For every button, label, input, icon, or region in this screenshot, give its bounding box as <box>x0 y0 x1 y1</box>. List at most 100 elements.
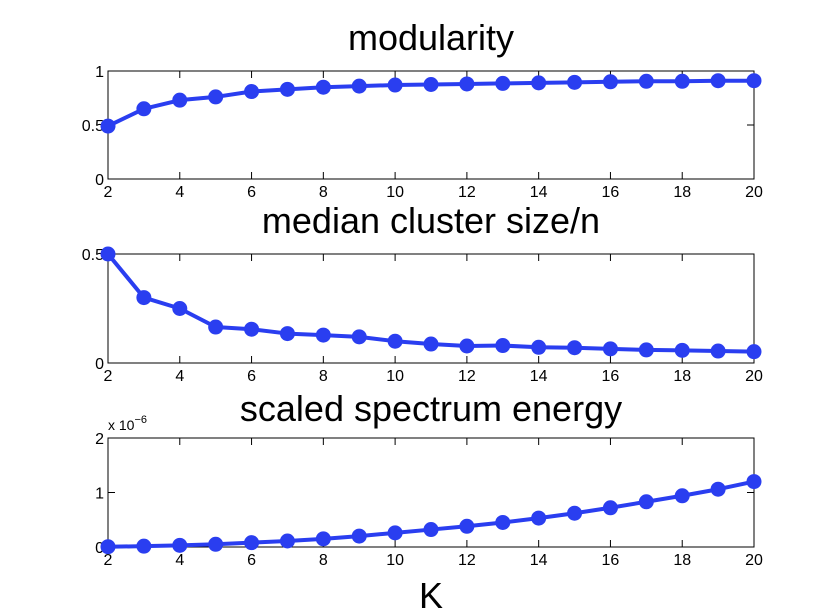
y-tick-label: 0 <box>95 356 104 373</box>
data-point <box>459 518 475 534</box>
data-point <box>746 73 762 89</box>
y-axis-multiplier: x 10−6 <box>108 414 147 433</box>
x-tick-label: 20 <box>745 368 763 385</box>
data-point <box>674 342 690 358</box>
x-tick-label: 4 <box>175 552 184 569</box>
x-tick-label: 20 <box>745 184 763 201</box>
data-point <box>423 336 439 352</box>
x-tick-label: 10 <box>386 184 404 201</box>
x-tick-label: 14 <box>530 552 548 569</box>
data-point <box>208 319 224 335</box>
data-point <box>531 510 547 526</box>
data-point <box>279 533 295 549</box>
data-point <box>674 73 690 89</box>
data-point <box>602 74 618 90</box>
x-tick-label: 10 <box>386 368 404 385</box>
data-point <box>315 531 331 547</box>
data-point <box>746 344 762 360</box>
data-point <box>351 78 367 94</box>
data-point <box>602 500 618 516</box>
x-tick-label: 20 <box>745 552 763 569</box>
data-point <box>172 537 188 553</box>
x-tick-label: 2 <box>104 184 113 201</box>
data-point <box>567 74 583 90</box>
data-point <box>279 81 295 97</box>
data-point <box>459 338 475 354</box>
data-point <box>208 536 224 552</box>
data-point <box>567 340 583 356</box>
x-tick-label: 12 <box>458 184 476 201</box>
y-tick-label: 0.5 <box>82 118 104 135</box>
x-tick-label: 16 <box>602 184 620 201</box>
panel-modularity: modularity 2 4 6 8 10 12 14 16 18 20 0 0.5 1 <box>82 17 763 201</box>
x-tick-label: 6 <box>247 184 256 201</box>
x-tick-label: 16 <box>602 552 620 569</box>
data-point <box>100 539 116 555</box>
x-tick-label: 10 <box>386 552 404 569</box>
chart-title: scaled spectrum energy <box>240 388 622 429</box>
data-point <box>531 75 547 91</box>
data-point <box>495 75 511 91</box>
data-point <box>387 525 403 541</box>
data-point <box>638 342 654 358</box>
x-tick-label: 18 <box>673 552 691 569</box>
x-tick-label: 8 <box>319 184 328 201</box>
data-point <box>638 73 654 89</box>
x-tick-label: 4 <box>175 368 184 385</box>
data-point <box>172 301 188 316</box>
x-tick-label: 6 <box>247 368 256 385</box>
data-point <box>279 326 295 342</box>
data-point <box>423 77 439 92</box>
data-point <box>387 77 403 93</box>
x-tick-label: 4 <box>175 184 184 201</box>
x-tick-label: 2 <box>104 552 113 569</box>
data-point <box>746 474 762 490</box>
y-tick-label: 2 <box>95 431 104 448</box>
x-tick-label: 8 <box>319 552 328 569</box>
data-point <box>244 84 260 100</box>
data-point <box>495 338 511 354</box>
data-point <box>387 333 403 349</box>
x-tick-label: 8 <box>319 368 328 385</box>
x-tick-label: 18 <box>673 368 691 385</box>
y-tick-label: 0 <box>95 540 104 557</box>
data-point <box>710 481 726 497</box>
data-point <box>136 290 152 306</box>
data-point <box>495 514 511 530</box>
data-point <box>315 327 331 343</box>
data-point <box>244 535 260 551</box>
y-tick-label: 0.5 <box>82 247 104 264</box>
data-point <box>100 118 116 134</box>
x-tick-label: 12 <box>458 552 476 569</box>
chart-title: modularity <box>348 17 514 58</box>
x-tick-label: 16 <box>602 368 620 385</box>
data-point <box>100 246 116 262</box>
data-point <box>136 538 152 554</box>
y-tick-label: 1 <box>95 64 104 81</box>
data-point <box>315 79 331 95</box>
data-point <box>674 488 690 504</box>
x-tick-label: 12 <box>458 368 476 385</box>
data-point <box>208 89 224 105</box>
data-point <box>531 339 547 355</box>
x-tick-label: 14 <box>530 368 548 385</box>
data-point <box>567 505 583 521</box>
data-point <box>710 73 726 89</box>
x-tick-label: 6 <box>247 552 256 569</box>
x-axis-label: K <box>419 575 443 616</box>
data-point <box>172 92 188 108</box>
data-point <box>459 76 475 92</box>
data-point <box>136 101 152 117</box>
data-point <box>710 343 726 359</box>
chart-title: median cluster size/n <box>262 200 600 241</box>
x-tick-label: 2 <box>104 368 113 385</box>
panel-median-cluster-size: median cluster size/n 2 4 6 8 10 12 14 16 18 20 0 0.… <box>82 200 763 385</box>
data-point <box>423 522 439 538</box>
data-point <box>351 528 367 544</box>
x-tick-label: 14 <box>530 184 548 201</box>
data-point <box>244 321 260 337</box>
data-point <box>351 329 367 345</box>
x-tick-label: 18 <box>673 184 691 201</box>
